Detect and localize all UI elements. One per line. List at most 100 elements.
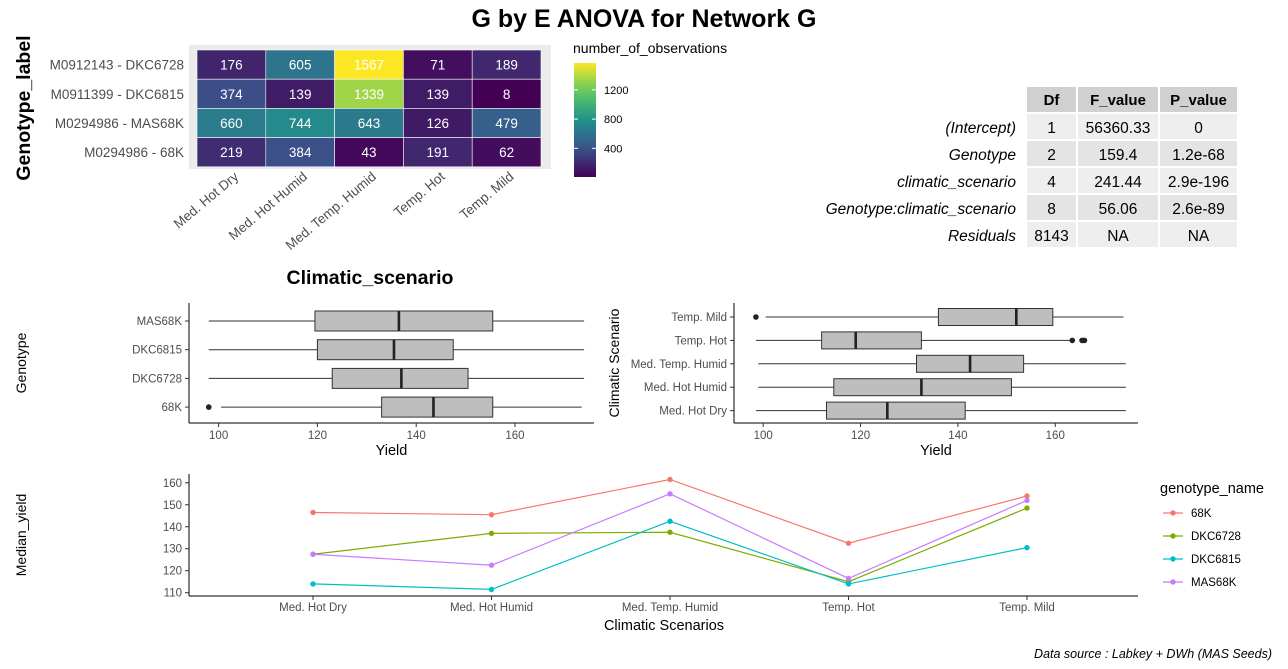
heatmap-cell xyxy=(403,108,473,138)
table-header-label: F_value xyxy=(1090,92,1146,109)
table-header-cell xyxy=(1160,87,1237,112)
heatmap-y-axis-title: Genotype_label xyxy=(13,35,35,180)
series-point-68K xyxy=(488,511,495,518)
x-tick-label: 120 xyxy=(308,430,327,442)
heatmap-cell-label: 62 xyxy=(499,145,514,160)
table-cell xyxy=(1160,222,1237,247)
heatmap-cell-label: 1339 xyxy=(354,87,384,102)
heatmap-x-tick-label: Temp. Mild xyxy=(457,169,517,222)
table-cell xyxy=(1078,222,1158,247)
heatmap-cell xyxy=(471,108,542,138)
outlier-point xyxy=(753,314,759,320)
heatmap-cell xyxy=(334,108,404,138)
box xyxy=(381,396,494,418)
legend-key-point xyxy=(1170,510,1176,516)
heatmap-cell-label: 1567 xyxy=(354,58,384,73)
x-axis-title: Climatic Scenarios xyxy=(604,618,724,634)
y-tick-label: 130 xyxy=(163,544,182,556)
table-cell xyxy=(1027,222,1076,247)
series-point-DKC6815 xyxy=(667,518,673,524)
table-cell-value: 56.06 xyxy=(1099,201,1138,218)
table-header-cell xyxy=(1078,87,1158,112)
heatmap-cell-label: 384 xyxy=(289,145,312,160)
heatmap-cell-label: 605 xyxy=(289,58,312,73)
series-point-DKC6728 xyxy=(488,530,495,537)
y-tick-label: 110 xyxy=(164,588,182,600)
legend-key-point xyxy=(1170,556,1176,562)
y-axis-title: Median_yield xyxy=(13,494,29,577)
y-tick-label: Med. Hot Dry xyxy=(659,406,727,418)
legend-label: 68K xyxy=(1191,508,1212,520)
heatmap-cell-label: 176 xyxy=(220,58,243,73)
heatmap-cell-label: 189 xyxy=(495,58,518,73)
table-cell-value: NA xyxy=(1107,228,1129,245)
x-tick-label: Med. Hot Humid xyxy=(450,602,533,614)
figure-title: G by E ANOVA for Network G xyxy=(472,5,817,33)
y-tick-label: MAS68K xyxy=(137,316,183,328)
y-axis-title: Genotype xyxy=(13,332,29,393)
scenario-boxplot: 100 120 140 160 Temp. Mild Temp. Hot Med. Temp… xyxy=(606,303,1138,459)
heatmap-panel: 176 605 1567 71 189 374 139 1339 139 8 660 744 643 12… xyxy=(13,35,727,289)
x-tick-label: 160 xyxy=(1046,430,1065,442)
box xyxy=(821,331,922,350)
heatmap-x-axis-title: Climatic_scenario xyxy=(287,267,454,289)
y-tick-label: 160 xyxy=(163,478,182,490)
heatmap-cell xyxy=(334,137,404,168)
legend-key-point xyxy=(1170,579,1176,585)
series-point-DKC6815 xyxy=(488,586,495,593)
table-cell xyxy=(1078,114,1158,139)
table-cell-value: 0 xyxy=(1194,120,1203,137)
table-cell xyxy=(1078,168,1158,193)
legend-label: DKC6728 xyxy=(1191,531,1241,543)
table-cell xyxy=(1160,141,1237,166)
x-tick-label: 100 xyxy=(209,430,228,442)
anova-table: Df F_value P_value (Intercept) 1 56360.33 0 Gen… xyxy=(826,87,1237,247)
legend-label: MAS68K xyxy=(1191,577,1237,589)
table-header-cell xyxy=(1027,87,1076,112)
series-point-68K xyxy=(667,476,673,483)
heatmap-cell xyxy=(403,78,473,109)
y-tick-label: Med. Hot Humid xyxy=(644,382,727,394)
heatmap-x-tick-label: Med. Hot Dry xyxy=(171,169,242,232)
table-row-label: Genotype:climatic_scenario xyxy=(826,201,1017,218)
y-tick-label: 140 xyxy=(163,522,182,534)
colorbar-tick-label: 1200 xyxy=(604,85,628,97)
table-cell-value: 2 xyxy=(1047,147,1056,164)
table-cell xyxy=(1160,168,1237,193)
table-row-label: Residuals xyxy=(948,228,1016,245)
heatmap-cell-label: 660 xyxy=(220,116,243,131)
heatmap-cell xyxy=(471,78,542,109)
table-row-label: (Intercept) xyxy=(945,120,1016,137)
series-point-DKC6815 xyxy=(1024,544,1030,551)
outlier-point xyxy=(205,404,212,410)
x-tick-label: 160 xyxy=(505,430,524,442)
heatmap-cell xyxy=(471,137,542,168)
heatmap-cell-label: 8 xyxy=(503,87,511,102)
heatmap-cell-label: 139 xyxy=(427,87,450,102)
series-point-DKC6728 xyxy=(667,529,673,535)
heatmap-x-tick-label: Temp. Hot xyxy=(391,169,448,220)
x-axis-title: Yield xyxy=(376,443,408,459)
median-yield-line-chart: 110 120 130 140 150 160 Med. Hot Dry Med. Hot H… xyxy=(13,474,1264,634)
table-cell-value: 2.9e-196 xyxy=(1168,174,1229,191)
heatmap-cell-label: 126 xyxy=(427,116,450,131)
y-tick-label: DKC6728 xyxy=(132,373,182,385)
heatmap-y-tick-label: M0294986 - 68K xyxy=(84,145,184,160)
heatmap-cell xyxy=(265,78,335,109)
table-cell-value: 241.44 xyxy=(1094,174,1142,191)
heatmap-y-tick-label: M0912143 - DKC6728 xyxy=(50,58,184,73)
series-point-68K xyxy=(1024,493,1030,499)
x-axis-title: Yield xyxy=(920,443,952,459)
table-cell-value: 8143 xyxy=(1034,228,1068,245)
x-tick-label: 140 xyxy=(407,430,426,442)
series-point-68K xyxy=(310,509,316,516)
heatmap-cell xyxy=(334,78,404,109)
legend-title: genotype_name xyxy=(1160,481,1264,497)
x-tick-label: 120 xyxy=(851,430,870,442)
table-cell xyxy=(1027,195,1076,220)
box xyxy=(316,339,454,361)
heatmap-cell-label: 71 xyxy=(430,58,445,73)
heatmap-cell-label: 744 xyxy=(289,116,312,131)
box xyxy=(825,401,966,420)
